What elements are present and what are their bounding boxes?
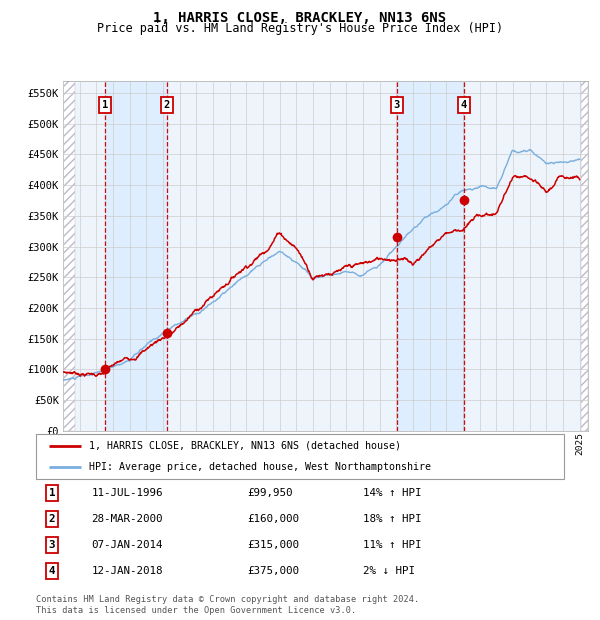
FancyBboxPatch shape xyxy=(36,434,564,479)
Text: 2: 2 xyxy=(49,514,55,524)
Text: 1: 1 xyxy=(49,488,55,498)
Text: 2% ↓ HPI: 2% ↓ HPI xyxy=(364,565,415,575)
Text: Contains HM Land Registry data © Crown copyright and database right 2024.
This d: Contains HM Land Registry data © Crown c… xyxy=(36,595,419,614)
Text: 11% ↑ HPI: 11% ↑ HPI xyxy=(364,539,422,550)
Text: £99,950: £99,950 xyxy=(247,488,293,498)
Text: 1: 1 xyxy=(102,100,108,110)
Text: 12-JAN-2018: 12-JAN-2018 xyxy=(91,565,163,575)
Text: Price paid vs. HM Land Registry's House Price Index (HPI): Price paid vs. HM Land Registry's House … xyxy=(97,22,503,35)
Text: HPI: Average price, detached house, West Northamptonshire: HPI: Average price, detached house, West… xyxy=(89,462,431,472)
Text: 07-JAN-2014: 07-JAN-2014 xyxy=(91,539,163,550)
Text: 28-MAR-2000: 28-MAR-2000 xyxy=(91,514,163,524)
Text: £315,000: £315,000 xyxy=(247,539,299,550)
Bar xyxy=(105,81,167,431)
Text: 18% ↑ HPI: 18% ↑ HPI xyxy=(364,514,422,524)
Text: 11-JUL-1996: 11-JUL-1996 xyxy=(91,488,163,498)
Text: 4: 4 xyxy=(49,565,55,575)
Text: 2: 2 xyxy=(164,100,170,110)
Text: £160,000: £160,000 xyxy=(247,514,299,524)
Text: 1, HARRIS CLOSE, BRACKLEY, NN13 6NS (detached house): 1, HARRIS CLOSE, BRACKLEY, NN13 6NS (det… xyxy=(89,441,401,451)
Text: 1, HARRIS CLOSE, BRACKLEY, NN13 6NS: 1, HARRIS CLOSE, BRACKLEY, NN13 6NS xyxy=(154,11,446,25)
Text: £375,000: £375,000 xyxy=(247,565,299,575)
Text: 4: 4 xyxy=(461,100,467,110)
Bar xyxy=(397,81,464,431)
Text: 3: 3 xyxy=(49,539,55,550)
Text: 3: 3 xyxy=(394,100,400,110)
Text: 14% ↑ HPI: 14% ↑ HPI xyxy=(364,488,422,498)
